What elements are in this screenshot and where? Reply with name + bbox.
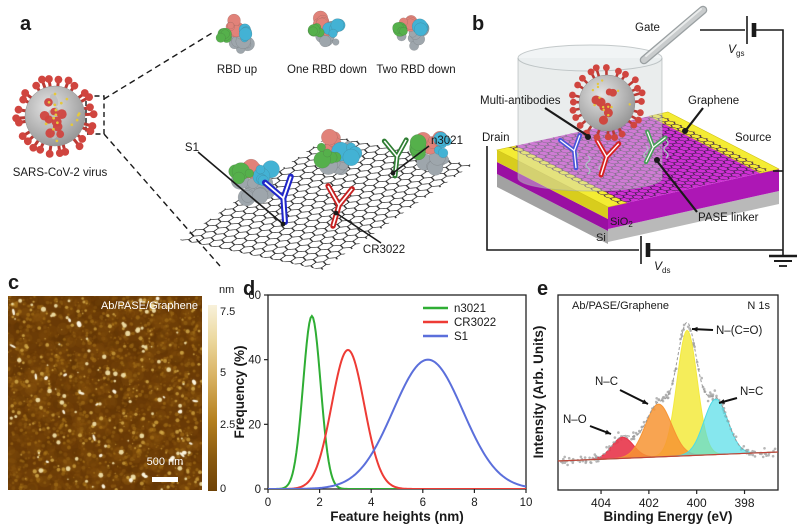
antibody-y-shape (594, 137, 622, 178)
antibody-y-shape (261, 173, 294, 225)
vgs-label: Vgs (728, 42, 744, 58)
panel-a-letter: a (20, 13, 32, 35)
panel-b: b Gate Multi-antibodies Graphene Drain S… (472, 5, 797, 275)
e-x-tick: 404 (591, 496, 611, 510)
multi-antibodies-label: Multi-antibodies (480, 95, 561, 107)
spike-protein-cluster (392, 15, 430, 51)
panel-e-letter: e (537, 278, 548, 300)
antibody-label-cr3022: CR3022 (363, 244, 405, 256)
e-xaxis-title: Binding Energy (eV) (603, 509, 732, 524)
d-x-tick: 10 (520, 497, 533, 509)
spike-protein-cluster (307, 10, 346, 48)
e-x-tick: 400 (687, 496, 707, 510)
spike-protein-cluster (409, 130, 452, 176)
d-yaxis-title: Frequency (%) (232, 345, 247, 438)
spike-protein-cluster (313, 128, 363, 176)
e-yaxis-title: Intensity (Arb. Units) (531, 326, 546, 459)
e-sample-label: Ab/PASE/Graphene (572, 300, 669, 312)
d-y-tick: 40 (248, 355, 261, 367)
state-label-one-rbd-down: One RBD down (287, 64, 367, 76)
panel-d-chart: d 0 2 4 6 8 10 0 20 40 60 n3021 CR3022 S1 Feature he… (232, 278, 532, 524)
antibody-label-s1: S1 (185, 142, 199, 154)
antibody-label-n3021: n3021 (431, 135, 463, 147)
spike-protein-cluster (228, 158, 280, 207)
colorbar-tick-7-5: 7.5 (220, 306, 236, 318)
panel-e-chart: e 404 402 400 398 N–(C=O) N–C N=C N–O Ab/PASE/G… (531, 278, 779, 524)
afm-image-frame (8, 296, 202, 490)
pase-linker-label: PASE linker (698, 212, 759, 224)
sio2-label: SiO2 (610, 216, 633, 229)
curve-CR3022 (268, 348, 526, 489)
vds-label: Vds (654, 259, 670, 275)
d-legend-CR3022: CR3022 (454, 317, 496, 329)
xps-spectrum: 404 402 400 398 N–(C=O) N–C N=C N–O (557, 294, 779, 510)
e-peak-label-2: N–(C=O) (716, 325, 762, 337)
panel-b-illustration (486, 5, 797, 267)
spike-protein-cluster (215, 13, 255, 54)
d-legend-S1: S1 (454, 331, 468, 343)
afm-scalebar-label: 500 nm (146, 456, 184, 468)
state-label-two-rbd-down: Two RBD down (376, 64, 455, 76)
curve-S1 (268, 358, 526, 489)
afm-sample-label: Ab/PASE/Graphene (100, 300, 198, 312)
panel-c-letter: c (8, 272, 20, 294)
d-y-tick: 60 (248, 290, 261, 302)
state-label-rbd-up: RBD up (217, 64, 257, 76)
graphene-label: Graphene (688, 95, 739, 107)
panel-b-letter: b (472, 13, 484, 35)
antibody-y-shape (557, 133, 583, 171)
d-x-tick: 8 (471, 497, 477, 509)
e-peak-label-1: N–C (595, 376, 618, 388)
d-y-tick: 20 (248, 419, 261, 431)
d-xaxis-title: Feature heights (nm) (330, 509, 464, 524)
feature-height-histogram: 0 2 4 6 8 10 0 20 40 60 n3021 CR3022 S1 (248, 290, 532, 509)
d-legend-n3021: n3021 (454, 303, 486, 315)
colorbar-tick-5: 5 (220, 367, 227, 379)
e-peak-label-3: N=C (740, 386, 763, 398)
antibody-y-shape (643, 129, 668, 165)
curve-n3021 (268, 314, 526, 489)
antibody-y-shape (325, 183, 355, 229)
drain-label: Drain (482, 132, 509, 144)
afm-image (8, 296, 202, 490)
d-x-tick: 6 (420, 497, 426, 509)
virus-caption: SARS-CoV-2 virus (13, 167, 108, 179)
antibody-y-shape (381, 137, 409, 179)
panel-a: a SARS-CoV-2 virus RBD up One RBD down T… (12, 10, 472, 270)
colorbar-tick-0: 0 (220, 483, 227, 495)
e-region-label: N 1s (747, 300, 770, 312)
d-x-tick: 4 (368, 497, 375, 509)
e-x-tick: 398 (735, 496, 755, 510)
afm-scalebar (152, 477, 178, 482)
colorbar-unit: nm (219, 284, 235, 296)
source-label: Source (735, 132, 771, 144)
colorbar-tick-2-5: 2.5 (220, 419, 236, 431)
si-label: Si (596, 232, 606, 244)
panel-a-illustration (12, 10, 472, 270)
d-y-tick: 0 (255, 484, 261, 496)
d-x-tick: 0 (265, 497, 271, 509)
afm-colorbar (208, 305, 217, 491)
virus-illustration (12, 75, 98, 158)
panel-d-letter: d (243, 278, 255, 300)
e-x-tick: 402 (639, 496, 659, 510)
gate-label: Gate (635, 22, 660, 34)
d-x-tick: 2 (316, 497, 322, 509)
e-peak-label-0: N–O (563, 414, 587, 426)
